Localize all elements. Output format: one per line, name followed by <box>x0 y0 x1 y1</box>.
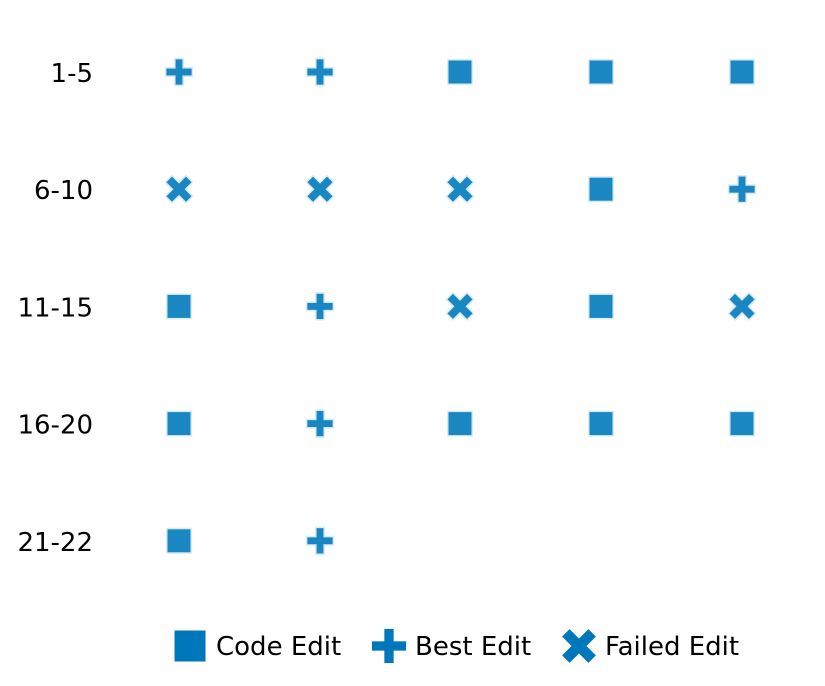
row-label: 11-15 <box>17 293 93 323</box>
chart-rows: 1-5 6-10 11-15 16-20 21-22 <box>17 57 757 558</box>
code-edit-marker <box>166 410 192 437</box>
row-label: 21-22 <box>17 528 93 558</box>
chart-row: 21-22 <box>17 526 335 558</box>
best-edit-marker <box>305 526 335 555</box>
failed-edit-marker <box>727 291 757 322</box>
code-edit-marker <box>447 59 473 85</box>
code-edit-marker <box>588 293 614 320</box>
failed-edit-marker <box>445 174 475 204</box>
legend-item-code: Code Edit <box>174 630 341 662</box>
code-edit-marker <box>166 527 192 554</box>
legend-label: Failed Edit <box>605 632 739 662</box>
chart-row: 11-15 <box>17 291 757 323</box>
code-edit-marker <box>588 176 614 203</box>
failed-edit-marker <box>562 629 596 663</box>
row-label: 6-10 <box>34 176 93 206</box>
legend-label: Code Edit <box>216 632 341 662</box>
failed-edit-marker <box>305 174 335 204</box>
chart-legend: Code Edit Best Edit Failed Edit <box>174 628 739 664</box>
best-edit-marker <box>164 57 194 87</box>
best-edit-marker <box>727 175 757 204</box>
row-label: 1-5 <box>51 59 93 89</box>
code-edit-marker <box>174 630 206 662</box>
chart-row: 16-20 <box>17 409 755 441</box>
best-edit-marker <box>305 292 335 321</box>
failed-edit-marker <box>164 174 194 204</box>
code-edit-marker <box>588 59 614 85</box>
row-label: 16-20 <box>17 411 93 441</box>
best-edit-marker <box>305 57 335 87</box>
code-edit-marker <box>729 410 755 437</box>
code-edit-marker <box>588 410 614 437</box>
chart-row: 1-5 <box>51 57 755 89</box>
code-edit-marker <box>166 293 192 320</box>
chart-row: 6-10 <box>34 174 757 206</box>
code-edit-marker <box>447 410 473 437</box>
legend-label: Best Edit <box>415 632 531 662</box>
best-edit-marker <box>371 628 407 664</box>
best-edit-marker <box>305 409 335 438</box>
code-edit-marker <box>729 59 755 85</box>
failed-edit-marker <box>445 291 475 322</box>
legend-item-failed: Failed Edit <box>562 629 739 663</box>
legend-item-best: Best Edit <box>371 628 531 664</box>
